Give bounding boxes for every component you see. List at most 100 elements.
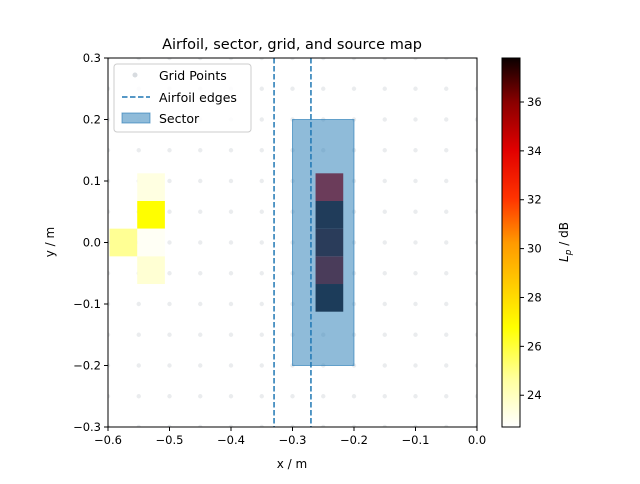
grid-point xyxy=(290,86,295,91)
grid-points-layer xyxy=(108,58,477,427)
grid-point xyxy=(474,301,477,307)
grid-point xyxy=(198,332,203,337)
grid-point xyxy=(108,363,111,368)
grid-point xyxy=(413,209,418,214)
y-tick-label: 0.3 xyxy=(83,51,101,65)
grid-point xyxy=(444,86,449,91)
x-axis: −0.6 −0.5 −0.4 −0.3 −0.2 −0.1 0.0 xyxy=(94,427,486,447)
grid-point xyxy=(290,58,295,61)
x-tick-label: −0.2 xyxy=(340,433,368,447)
grid-point xyxy=(108,332,111,337)
grid-point xyxy=(136,424,141,427)
grid-point xyxy=(413,332,418,337)
grid-point xyxy=(413,394,418,399)
grid-point xyxy=(259,58,264,61)
grid-point xyxy=(136,58,141,61)
grid-point xyxy=(108,86,111,91)
grid-point xyxy=(108,58,111,61)
grid-point xyxy=(474,148,477,153)
source-map-cell xyxy=(109,228,138,257)
grid-point xyxy=(382,332,387,337)
grid-point xyxy=(321,58,326,61)
y-tick-label: 0.0 xyxy=(83,236,101,250)
legend-label-airfoil-edges: Airfoil edges xyxy=(159,90,237,105)
grid-point xyxy=(413,58,418,61)
grid-point xyxy=(474,58,477,61)
grid-point xyxy=(167,332,172,337)
grid-point xyxy=(321,394,326,399)
y-tick-label: −0.1 xyxy=(73,297,101,311)
grid-point xyxy=(259,363,264,368)
grid-point xyxy=(382,117,387,122)
x-tick-label: −0.5 xyxy=(156,433,184,447)
grid-point xyxy=(413,271,418,276)
grid-point xyxy=(259,240,264,245)
grid-point xyxy=(351,58,357,61)
grid-point xyxy=(382,86,387,91)
grid-point xyxy=(259,148,264,153)
colorbar-label: Lp / dB xyxy=(557,222,574,262)
source-map-cell xyxy=(137,173,165,201)
grid-point xyxy=(198,301,203,307)
grid-point xyxy=(198,271,203,276)
grid-point xyxy=(290,394,295,399)
grid-point xyxy=(136,148,141,153)
legend: Grid Points Airfoil edges Sector xyxy=(113,63,252,133)
grid-point xyxy=(198,394,203,399)
y-axis: −0.3 −0.2 −0.1 0.0 0.1 0.2 0.3 xyxy=(73,51,108,434)
grid-point xyxy=(167,301,172,307)
x-tick-label: −0.3 xyxy=(279,433,307,447)
grid-point xyxy=(474,424,477,427)
grid-point xyxy=(198,148,203,153)
airfoil-edges-layer xyxy=(273,58,312,427)
grid-point xyxy=(444,424,449,427)
grid-point xyxy=(167,209,172,214)
grid-point xyxy=(444,363,449,368)
grid-point xyxy=(108,301,111,307)
grid-point xyxy=(413,117,418,122)
grid-point xyxy=(136,332,141,337)
grid-point xyxy=(167,58,172,61)
y-tick-label: −0.2 xyxy=(73,359,101,373)
grid-point xyxy=(382,58,387,61)
grid-point xyxy=(167,424,172,427)
grid-point xyxy=(474,240,477,245)
grid-point xyxy=(198,58,203,61)
grid-point xyxy=(321,86,326,91)
grid-point xyxy=(167,394,172,399)
grid-point xyxy=(444,332,449,337)
grid-point xyxy=(413,178,418,184)
grid-point xyxy=(198,178,203,184)
grid-point xyxy=(228,332,234,337)
grid-point xyxy=(259,86,264,91)
grid-point xyxy=(444,394,449,399)
grid-point xyxy=(108,148,111,153)
grid-point xyxy=(136,394,141,399)
grid-point xyxy=(474,363,477,368)
source-map-cell xyxy=(137,256,165,285)
grid-point xyxy=(228,271,234,276)
grid-point xyxy=(228,424,234,427)
grid-point xyxy=(351,394,357,399)
sector-layer xyxy=(292,119,355,366)
grid-point xyxy=(474,178,477,184)
colorbar-tick-label: 36 xyxy=(527,95,542,109)
colorbar-tick-label: 34 xyxy=(527,144,542,158)
grid-point xyxy=(108,117,111,122)
grid-point xyxy=(413,424,418,427)
grid-point xyxy=(413,301,418,307)
colorbar-tick-label: 24 xyxy=(527,388,542,402)
legend-marker-sector xyxy=(121,112,151,124)
grid-point xyxy=(259,332,264,337)
grid-point xyxy=(108,271,111,276)
grid-point xyxy=(108,424,111,427)
colorbar xyxy=(501,57,521,428)
grid-point xyxy=(444,271,449,276)
grid-point xyxy=(444,58,449,61)
grid-point xyxy=(198,240,203,245)
y-tick-label: −0.3 xyxy=(73,420,101,434)
grid-point xyxy=(228,209,234,214)
grid-point xyxy=(290,424,295,427)
legend-marker-grid-points xyxy=(132,72,138,78)
